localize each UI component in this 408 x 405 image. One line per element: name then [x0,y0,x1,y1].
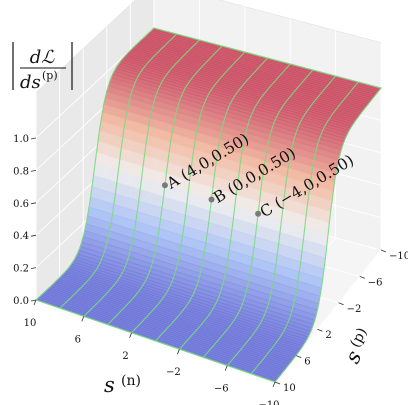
y-tick-mark [380,249,387,253]
x-tick-mark [177,349,180,355]
wire-line [35,27,155,301]
x-tick-mark [33,299,37,306]
point-marker [208,196,215,203]
y-axis-label: s (p) [340,325,371,367]
x-tick-mark [81,316,85,322]
wire-edge [35,299,276,383]
y-label-symbol: s [340,346,366,367]
wire-line [226,75,337,366]
y-tick-mark [274,381,281,385]
x-tick-label: −10 [258,400,279,405]
y-tick-label: −2 [347,304,362,315]
wire-line [274,87,382,383]
wire-line [250,81,359,375]
x-tick-label: −2 [166,367,181,378]
z-tick-mark [30,170,37,172]
z-tick-label: 0.2 [13,264,29,275]
x-tick-mark [224,365,228,371]
point-marker [255,210,262,217]
x-axis-label: s (n) [104,373,141,397]
x-tick-mark [272,381,276,388]
z-label-numerator: dℒ [30,47,56,68]
z-tick-mark [30,299,37,302]
y-label-superscript: (p) [347,325,370,350]
x-tick-label: 6 [75,334,81,345]
y-tick-label: 2 [325,330,331,341]
x-tick-label: 2 [122,351,128,362]
x-tick-label: −6 [214,384,229,395]
z-axis-label: dℒ ds (p) [12,42,73,93]
z-tick-mark [30,137,37,140]
y-tick-label: 6 [304,357,310,368]
z-tick-label: 0.4 [13,231,29,242]
z-label-denominator: ds [20,72,41,93]
wire-line [131,51,246,334]
wire-line [178,63,291,350]
wire-edge [153,27,382,89]
x-tick-label: 10 [24,318,37,329]
z-tick-label: 1.0 [13,134,29,145]
z-tick-label: 0.0 [13,296,29,307]
y-tick-mark [338,302,344,306]
point-marker [161,182,168,189]
surface-wireframe [35,27,382,383]
x-tick-mark [129,332,132,338]
x-label-symbol: s [104,373,115,397]
axis-ticks: 10 6 2 −2 −6 −10 −10 −6 −2 2 6 10 0.0 0.2 0.4 0.6 0.8 1.0 [13,134,408,405]
z-tick-label: 0.8 [13,166,29,177]
y-tick-label: 10 [283,383,296,394]
y-tick-mark [317,328,323,332]
y-tick-mark [359,276,365,279]
z-tick-mark [30,267,37,269]
z-tick-mark [30,234,37,237]
x-label-superscript: (n) [121,373,141,389]
z-tick-label: 0.6 [13,199,29,210]
z-tick-mark [30,202,37,205]
wire-line [59,33,178,309]
y-tick-label: −6 [368,277,383,288]
y-tick-label: −10 [389,251,408,262]
y-tick-mark [296,355,302,358]
z-label-superscript: (p) [42,69,58,82]
wire-line [83,39,200,317]
